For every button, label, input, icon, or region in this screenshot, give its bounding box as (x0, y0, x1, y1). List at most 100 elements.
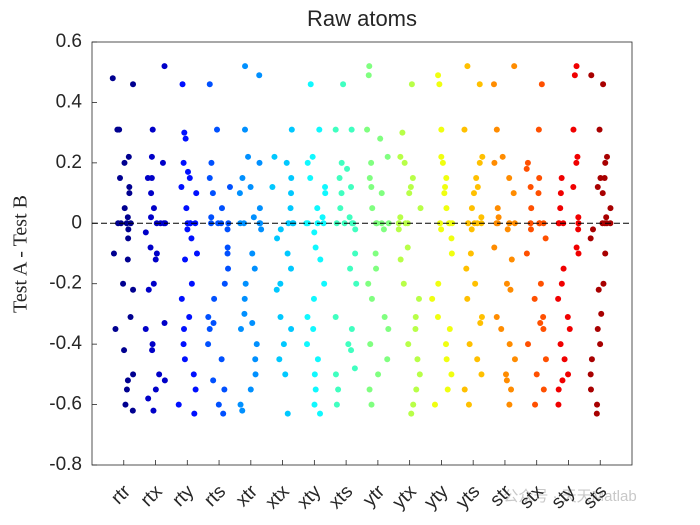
data-point (114, 126, 121, 133)
data-point (474, 220, 481, 227)
data-point (587, 386, 594, 393)
data-point (337, 205, 344, 212)
data-point (346, 214, 353, 221)
data-point (448, 250, 455, 257)
x-tick-label: yts (452, 481, 484, 513)
x-tick-label: xty (293, 481, 325, 513)
data-point (335, 386, 342, 393)
data-point (385, 220, 392, 227)
data-point (558, 280, 565, 287)
data-point (348, 126, 355, 133)
data-point (561, 356, 568, 363)
data-point (252, 371, 259, 378)
data-point (161, 377, 168, 384)
data-point (542, 235, 549, 242)
data-point (208, 159, 215, 166)
data-point (511, 220, 518, 227)
data-point (283, 159, 290, 166)
data-point (352, 226, 359, 233)
data-point (237, 326, 244, 333)
data-point (365, 72, 372, 79)
data-point (214, 126, 221, 133)
data-point (503, 280, 510, 287)
data-point (413, 386, 420, 393)
data-point (366, 63, 373, 70)
x-tick-label: str (486, 481, 516, 511)
data-point (142, 326, 149, 333)
data-point (209, 190, 216, 197)
data-point (251, 265, 258, 272)
data-point (182, 135, 189, 142)
data-point (161, 319, 168, 326)
data-point (123, 386, 130, 393)
data-point (241, 310, 248, 317)
data-point (206, 326, 213, 333)
data-point (369, 205, 376, 212)
data-point (603, 214, 610, 221)
data-point (307, 174, 314, 181)
data-point (144, 174, 151, 181)
data-point (124, 256, 131, 263)
data-point (130, 371, 137, 378)
data-point (377, 135, 384, 142)
data-point (303, 220, 310, 227)
data-point (252, 356, 259, 363)
data-point (506, 401, 513, 408)
data-point (607, 205, 614, 212)
data-point (490, 81, 497, 88)
data-point (474, 184, 481, 191)
data-point (112, 326, 119, 333)
data-point (499, 153, 506, 160)
data-point (312, 244, 319, 251)
data-point (245, 153, 252, 160)
data-point (527, 226, 534, 233)
data-point (122, 401, 129, 408)
data-point (373, 265, 380, 272)
data-point (258, 226, 265, 233)
data-point (348, 184, 355, 191)
data-point (311, 229, 318, 236)
data-point (287, 265, 294, 272)
data-point (314, 205, 321, 212)
data-point (276, 356, 283, 363)
data-point (575, 226, 582, 233)
data-point (125, 153, 132, 160)
x-tick-label: xts (325, 481, 357, 513)
data-point (183, 205, 190, 212)
data-point (502, 371, 509, 378)
data-point (535, 126, 542, 133)
data-point (598, 310, 605, 317)
data-point (538, 81, 545, 88)
data-point (571, 72, 578, 79)
data-point (527, 220, 534, 227)
data-point (464, 295, 471, 302)
data-point (417, 205, 424, 212)
data-point (347, 265, 354, 272)
data-point (277, 280, 284, 287)
data-point (149, 126, 156, 133)
data-point (310, 295, 317, 302)
data-point (309, 153, 316, 160)
data-point (312, 386, 319, 393)
data-point (385, 326, 392, 333)
data-point (564, 313, 571, 320)
data-point (250, 214, 257, 221)
data-point (557, 341, 564, 348)
data-point (121, 159, 128, 166)
data-point (181, 326, 188, 333)
data-point (595, 286, 602, 293)
data-point (431, 401, 438, 408)
data-point (145, 395, 152, 402)
data-point (191, 410, 198, 417)
data-point (464, 63, 471, 70)
y-tick-label: -0.2 (49, 273, 82, 294)
data-point (594, 326, 601, 333)
data-point (380, 226, 387, 233)
data-point (277, 313, 284, 320)
data-point (575, 214, 582, 221)
data-point (493, 220, 500, 227)
data-point (236, 190, 243, 197)
data-point (366, 386, 373, 393)
data-point (161, 63, 168, 70)
data-point (224, 244, 231, 251)
